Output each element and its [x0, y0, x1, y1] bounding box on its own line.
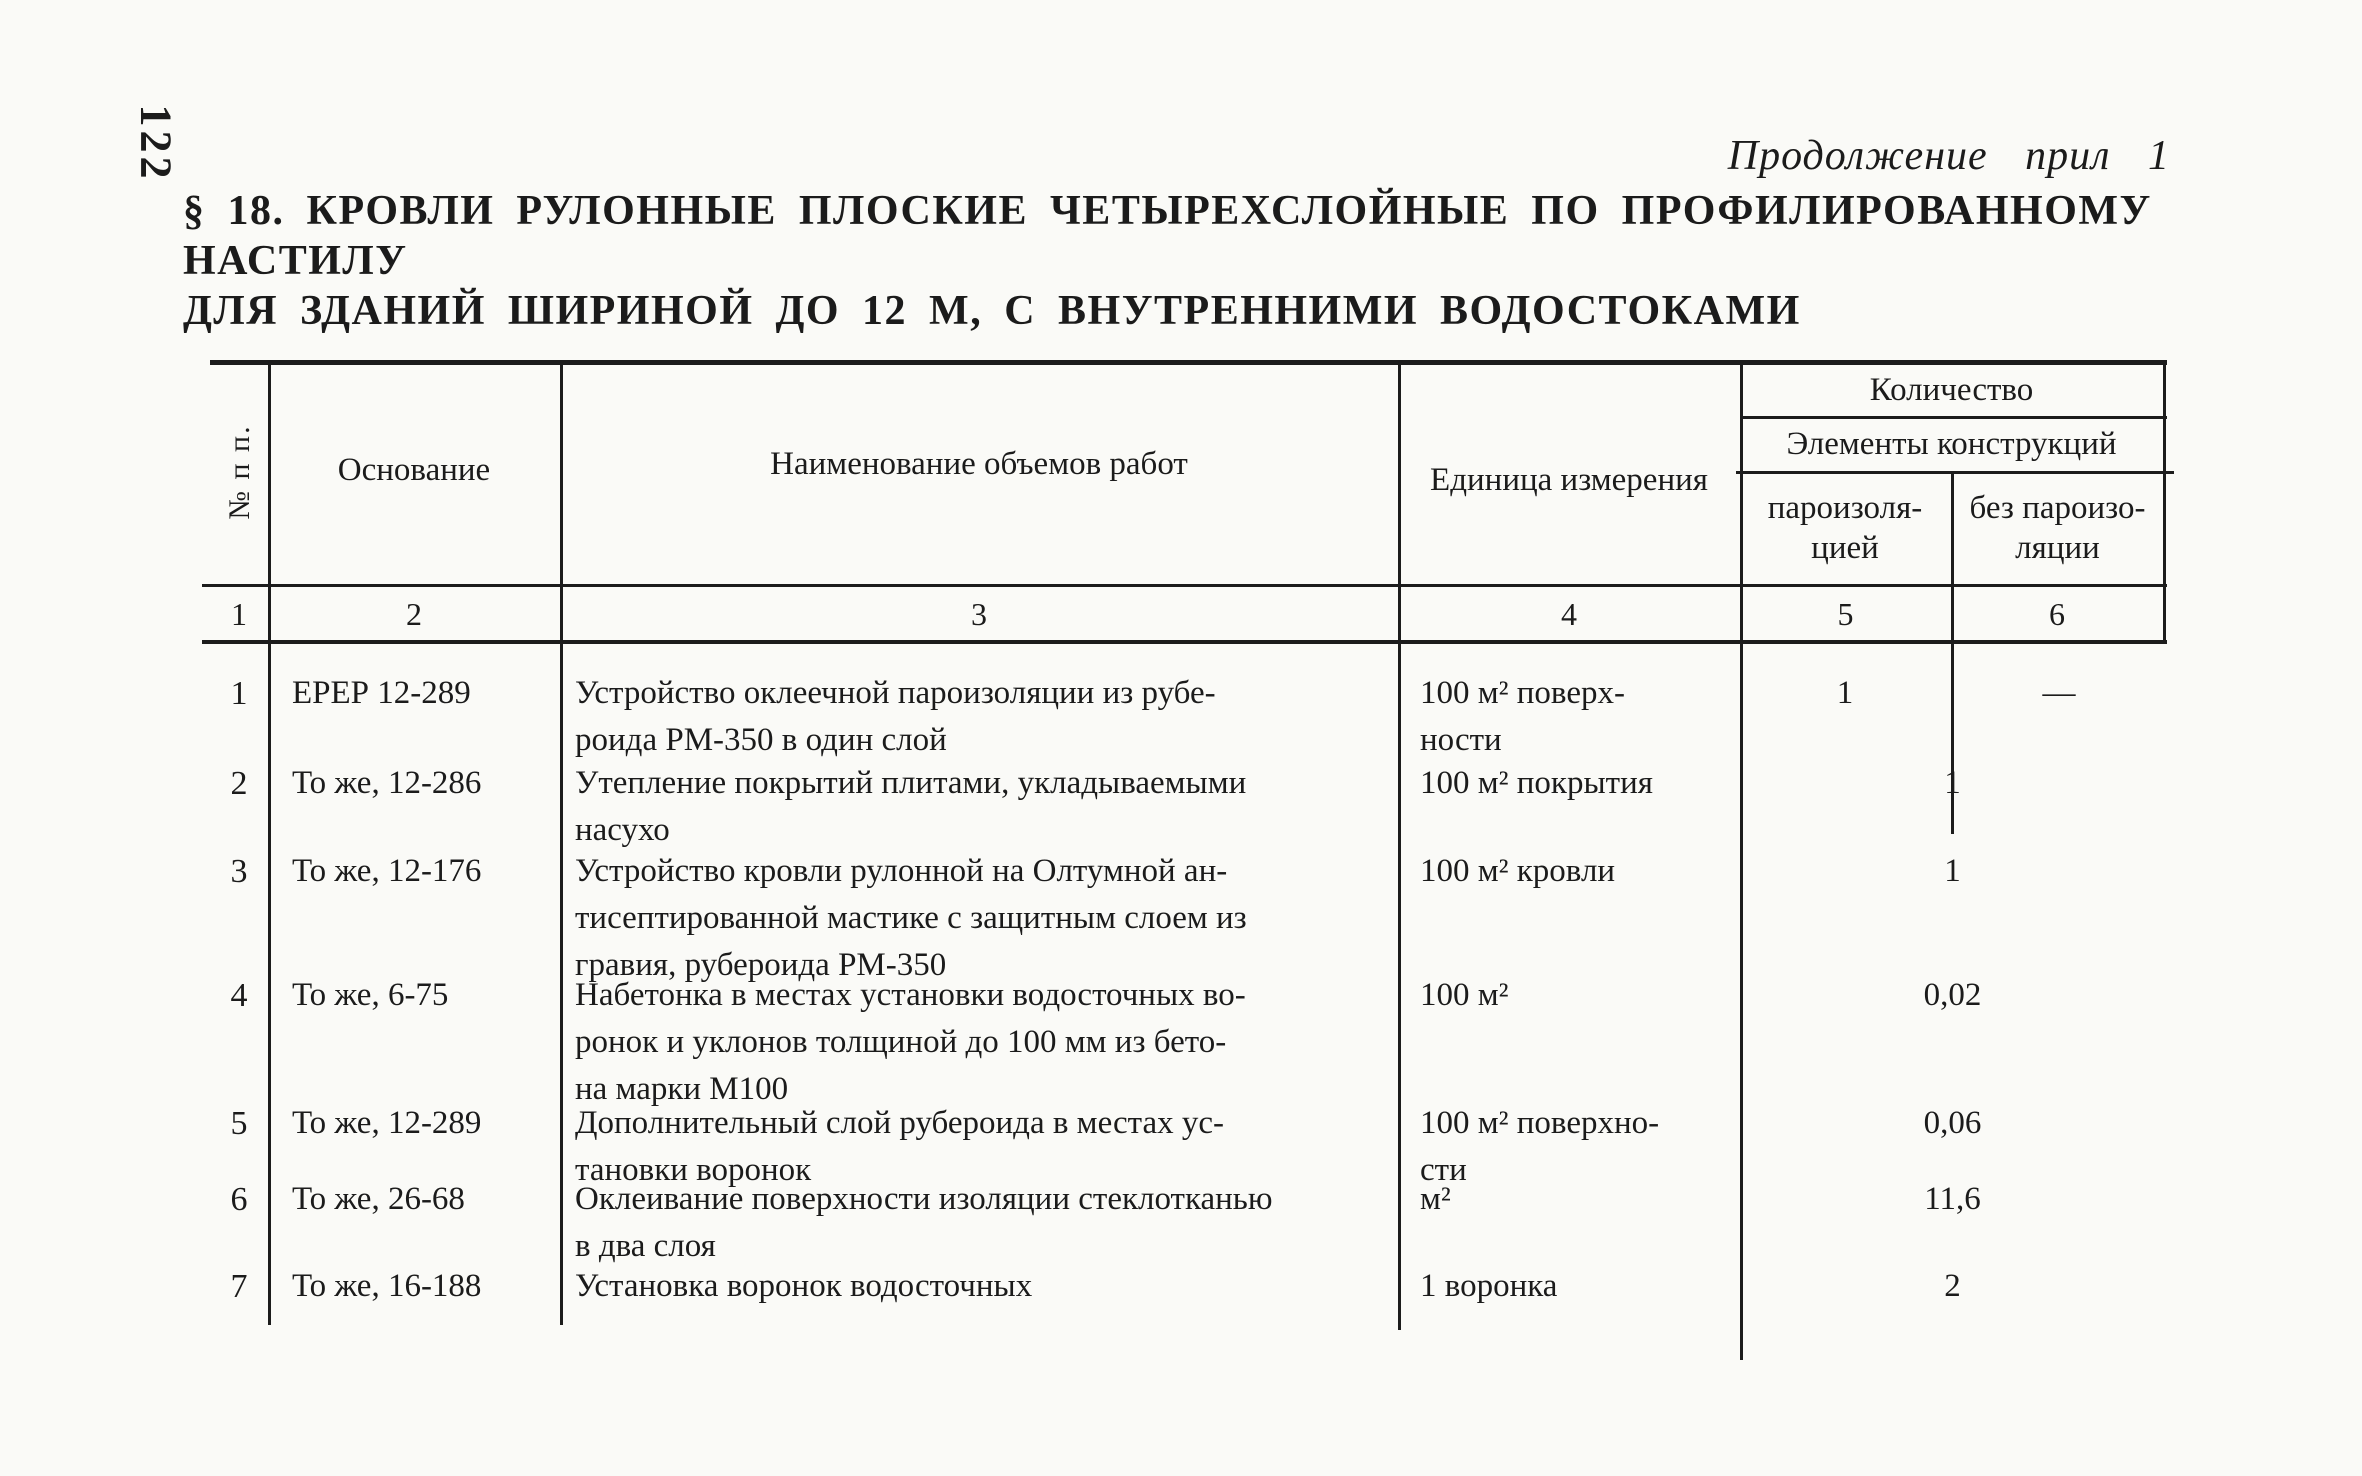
row-basis: То же, 12-286 — [292, 765, 482, 801]
row-number: 4 — [230, 977, 248, 1014]
number-row-bottom-line — [202, 640, 2167, 644]
row-qty: 1 — [1944, 853, 1961, 889]
row-qty: 0,06 — [1923, 1105, 1982, 1141]
column-number-6: 6 — [2049, 596, 2065, 632]
row-work-description: Установка воронок водосточных — [575, 1268, 1033, 1304]
column-number-1: 1 — [231, 596, 247, 632]
qty-sub-underline — [1736, 471, 2174, 474]
row-number: 1 — [230, 675, 248, 712]
row-work-description: Утепление покрытий плитами, укладываемым… — [575, 765, 1247, 848]
divider-col2-col3 — [560, 362, 563, 1325]
row-work-description: Оклеивание поверхности изоляции стеклотк… — [575, 1181, 1273, 1264]
row-qty: 2 — [1944, 1268, 1961, 1304]
row-number: 6 — [230, 1181, 248, 1218]
column-header-basis: Основание — [337, 452, 491, 488]
row-basis: ЕРЕР 12-289 — [292, 675, 471, 711]
row-work-description: Устройство оклеечной пароизоляции из руб… — [575, 675, 1216, 758]
row-qty: 0,02 — [1923, 977, 1982, 1013]
row-qty: 11,6 — [1924, 1181, 1981, 1217]
row-basis: То же, 12-289 — [292, 1105, 482, 1141]
row-unit: 100 м² поверхно- сти — [1420, 1105, 1660, 1188]
table-border-top — [210, 360, 2167, 365]
row-work-description: Дополнительный слой рубероида в местах у… — [575, 1105, 1225, 1188]
number-row-top-line — [202, 584, 2167, 587]
row-basis: То же, 12-176 — [292, 853, 482, 889]
row-basis: То же, 26-68 — [292, 1181, 465, 1217]
divider-col5-col6 — [1951, 474, 1954, 834]
qty-group-underline — [1742, 416, 2167, 419]
row-qty: 1 — [1944, 765, 1961, 801]
column-header-without-vapor: без пароизо- ляции — [1969, 490, 2146, 566]
column-header-num: № п п. — [223, 424, 256, 520]
row-number: 3 — [230, 853, 248, 890]
table-border-right — [2163, 362, 2166, 642]
column-header-unit: Единица измерения — [1430, 462, 1708, 498]
row-unit: 100 м² покрытия — [1420, 765, 1653, 801]
row-qty-with-vapor: 1 — [1836, 675, 1854, 711]
column-header-quantity: Количество — [1869, 372, 2034, 408]
row-unit: 100 м² кровли — [1420, 853, 1616, 889]
row-number: 2 — [230, 765, 248, 802]
continuation-note: Продолжение прил 1 — [1727, 133, 2170, 179]
row-unit: 1 воронка — [1420, 1268, 1558, 1304]
row-work-description: Устройство кровли рулонной на Олтумной а… — [575, 853, 1247, 983]
column-header-elements: Элементы конструкций — [1786, 426, 2117, 462]
divider-col1-col2 — [268, 362, 271, 1325]
row-basis: То же, 6-75 — [292, 977, 449, 1013]
row-unit: 100 м² поверх- ности — [1420, 675, 1625, 758]
row-number: 7 — [230, 1268, 248, 1305]
column-number-3: 3 — [971, 596, 987, 632]
row-work-description: Набетонка в местах установки водосточных… — [575, 977, 1246, 1107]
column-header-work: Наименование объемов работ — [770, 446, 1188, 482]
column-number-5: 5 — [1837, 596, 1854, 632]
section-heading: § 18. КРОВЛИ РУЛОННЫЕ ПЛОСКИЕ ЧЕТЫРЕХСЛО… — [183, 188, 2152, 334]
column-header-with-vapor: пароизоля- цией — [1767, 490, 1923, 566]
row-number: 5 — [230, 1105, 248, 1142]
column-number-2: 2 — [406, 596, 422, 632]
page-number: 122 — [131, 104, 181, 183]
row-qty-without-vapor: — — [2042, 675, 2076, 711]
divider-col4-col5 — [1740, 362, 1743, 1360]
row-basis: То же, 16-188 — [292, 1268, 482, 1304]
divider-col3-col4 — [1398, 362, 1401, 1330]
column-number-4: 4 — [1561, 596, 1577, 632]
row-unit: 100 м² — [1420, 977, 1509, 1013]
row-unit: м² — [1420, 1181, 1451, 1217]
